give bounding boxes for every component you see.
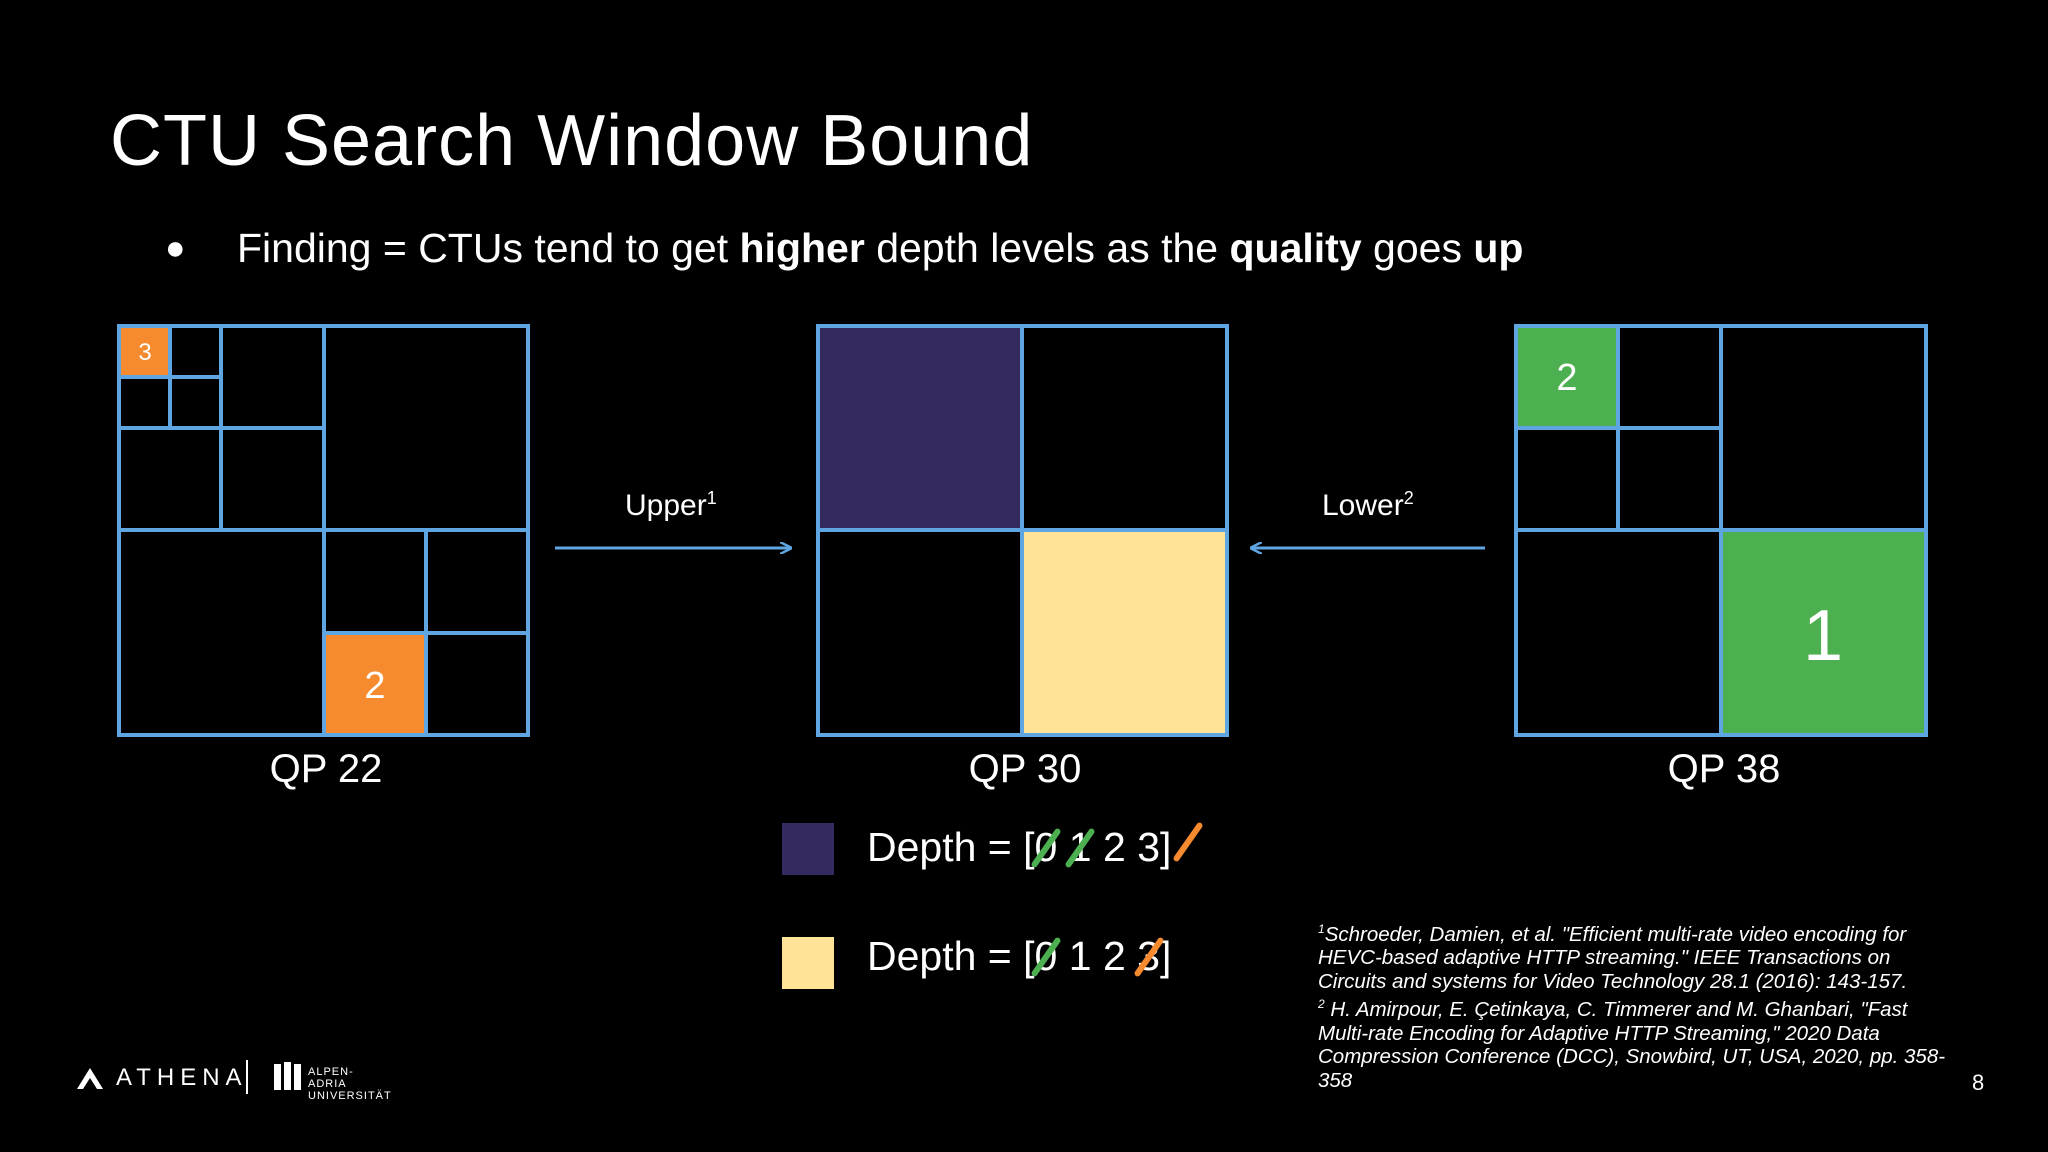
legend-purple-digit-1: 1: [1064, 824, 1096, 871]
ctu-qp22: [117, 324, 530, 737]
aau-line-2: UNIVERSITÄT: [308, 1090, 392, 1102]
bullet-text-mid1: depth levels as the: [864, 225, 1230, 271]
ctu-qp30-yellow-fill: [1022, 530, 1227, 735]
legend-yellow-digit-0: 0: [1030, 933, 1062, 980]
bullet-text-prefix: Finding = CTUs tend to get: [237, 225, 740, 271]
reference-2-text: H. Amirpour, E. Çetinkaya, C. Timmerer a…: [1318, 998, 1946, 1092]
legend-purple-digit-2: 2: [1102, 824, 1126, 870]
aau-logo-icon: [274, 1062, 301, 1090]
athena-logo-icon: [77, 1068, 103, 1089]
legend-purple-digit-3: 3: [1137, 824, 1160, 870]
aau-wordmark: ALPEN-ADRIA UNIVERSITÄT: [308, 1066, 392, 1102]
slide-title: CTU Search Window Bound: [110, 101, 1034, 181]
legend-purple-text: Depth = [0 1 2 3]: [867, 819, 1205, 871]
upper-label: Upper1: [625, 488, 717, 523]
finding-bullet: ● Finding = CTUs tend to get higher depth…: [165, 225, 1523, 272]
page-number: 8: [1972, 1070, 1985, 1095]
qp38-label: QP 38: [1667, 747, 1781, 791]
legend-purple-digit-0: 0: [1030, 824, 1062, 871]
bullet-text-mid2: goes: [1361, 225, 1474, 271]
ctu-qp38-depth2-fill: [1516, 326, 1618, 428]
reference-2: 2 H. Amirpour, E. Çetinkaya, C. Timmerer…: [1318, 993, 1958, 1092]
upper-label-sup: 1: [706, 488, 717, 508]
lower-label: Lower2: [1322, 488, 1414, 523]
ctu-qp22-depth3-label: 3: [138, 339, 151, 366]
athena-wordmark: ATHENA: [116, 1064, 248, 1091]
ctu-qp38-depth1-label: 1: [1803, 596, 1843, 676]
legend-yellow-digit-3: 3: [1132, 933, 1165, 980]
references: 1Schroeder, Damien, et al. "Efficient mu…: [1318, 918, 1958, 1092]
legend-purple-suffix: ]: [1160, 824, 1172, 870]
ctu-qp38-depth1-fill: [1721, 530, 1927, 735]
ctu-qp38: [1514, 324, 1928, 737]
bullet-bold-up: up: [1473, 225, 1524, 271]
ctu-qp30: [816, 324, 1229, 737]
reference-1: 1Schroeder, Damien, et al. "Efficient mu…: [1318, 918, 1958, 993]
ctu-qp30-purple-fill: [818, 326, 1022, 530]
legend-purple-swatch: [782, 823, 834, 875]
lower-label-text: Lower: [1322, 489, 1404, 522]
bullet-bold-higher: higher: [739, 225, 865, 271]
lower-label-sup: 2: [1403, 488, 1414, 508]
footer-divider: [246, 1060, 248, 1094]
upper-label-text: Upper: [625, 489, 707, 522]
reference-1-sup: 1: [1318, 922, 1325, 936]
legend-purple-prefix: Depth = [: [867, 824, 1035, 870]
ctu-qp22-depth2-fill: [324, 633, 426, 735]
legend-yellow-suffix: ]: [1160, 933, 1172, 979]
bullet-bold-quality: quality: [1229, 225, 1362, 271]
qp22-label: QP 22: [269, 747, 383, 791]
ctu-qp22-depth3-fill: [120, 326, 170, 376]
legend-yellow-swatch: [782, 937, 834, 989]
legend-yellow-text: Depth = [0 1 2 3]: [867, 933, 1171, 980]
ctu-qp38-depth2-label: 2: [1556, 357, 1577, 399]
qp30-label: QP 30: [968, 747, 1082, 791]
aau-line-1: ALPEN-ADRIA: [308, 1066, 354, 1090]
legend-yellow-prefix: Depth = [: [867, 933, 1035, 979]
reference-1-text: Schroeder, Damien, et al. "Efficient mul…: [1318, 922, 1908, 993]
ctu-qp22-depth2-label: 2: [364, 665, 385, 707]
bullet-dot: ●: [165, 229, 186, 267]
reference-2-sup: 2: [1318, 997, 1325, 1012]
legend-yellow-digit-1: 1: [1068, 933, 1092, 979]
legend-yellow-digit-2: 2: [1102, 933, 1126, 979]
